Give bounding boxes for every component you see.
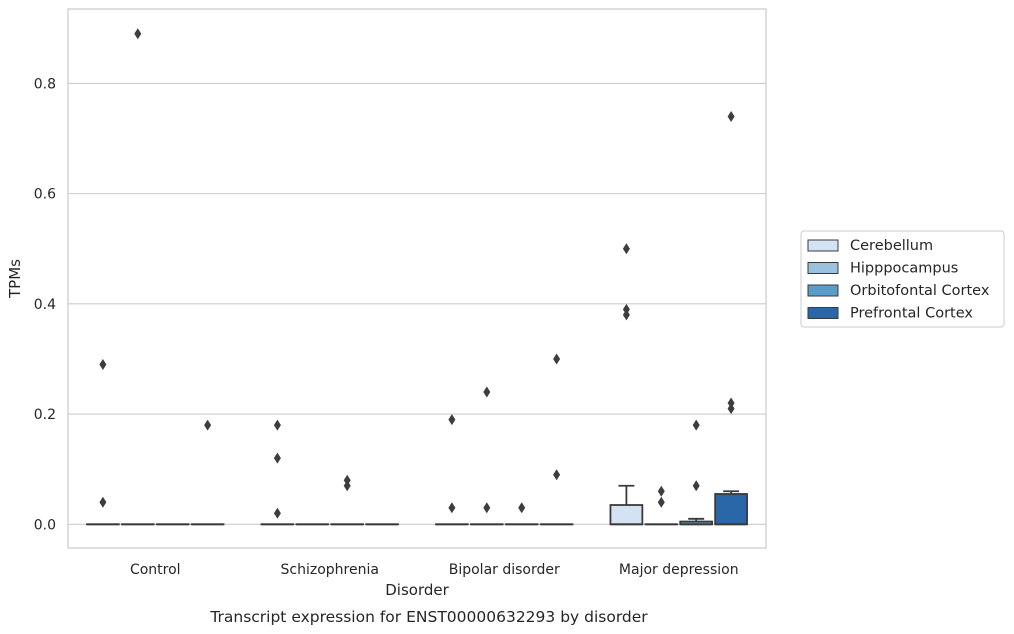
outlier-point	[343, 474, 351, 486]
x-tick-label: Bipolar disorder	[449, 562, 560, 578]
y-tick-label: 0.8	[34, 76, 56, 92]
box-3-3	[714, 490, 748, 526]
box-plots	[86, 484, 748, 526]
outlier-point	[99, 496, 107, 508]
outlier-point	[483, 502, 491, 514]
outlier-point	[273, 507, 281, 519]
outlier-point	[692, 480, 700, 492]
x-tick-label: Control	[130, 562, 181, 578]
outlier-point	[204, 419, 212, 431]
outlier-point	[343, 480, 351, 492]
legend-label: Prefrontal Cortex	[850, 306, 973, 322]
x-tick-label: Major depression	[619, 562, 739, 578]
legend: Cerebellum Hipppocampus Orbitofontal Corte…	[800, 230, 1005, 328]
legend-label: Hipppocampus	[850, 261, 958, 277]
outlier-point	[518, 502, 526, 514]
outlier-point	[622, 303, 630, 315]
outlier-point	[448, 502, 456, 514]
outlier-point	[448, 414, 456, 426]
outlier-point	[483, 386, 491, 398]
box-body	[609, 504, 644, 526]
x-axis-label: Disorder	[385, 581, 449, 599]
outlier-point	[553, 469, 561, 481]
chart-caption: Transcript expression for ENST0000063229…	[209, 608, 648, 626]
outlier-point	[657, 485, 665, 497]
x-axis-ticks: Control Schizophrenia Bipolar disorder Majo…	[130, 562, 739, 578]
outlier-point	[553, 353, 561, 365]
outlier-point	[134, 28, 142, 40]
legend-swatch	[807, 307, 839, 319]
y-axis-ticks: 0.0 0.2 0.4 0.6 0.8	[34, 76, 56, 533]
outlier-point	[657, 496, 665, 508]
legend-swatch	[807, 239, 839, 252]
plot-frame	[67, 8, 767, 549]
box-3-2	[679, 517, 714, 526]
legend-frame	[800, 230, 1005, 328]
outlier-points	[99, 28, 735, 519]
y-axis-label: TPMs	[6, 259, 24, 299]
box-3-0	[609, 484, 644, 526]
box-body	[714, 493, 748, 526]
outlier-point	[99, 358, 107, 370]
outlier-point	[273, 419, 281, 431]
outlier-point	[622, 309, 630, 321]
y-tick-label: 0.0	[34, 517, 56, 533]
outlier-point	[727, 397, 735, 409]
y-tick-label: 0.2	[34, 407, 56, 423]
legend-swatch	[807, 262, 839, 274]
outlier-point	[727, 403, 735, 415]
outlier-point	[273, 452, 281, 464]
x-tick-label: Schizophrenia	[281, 562, 379, 578]
outlier-point	[692, 419, 700, 431]
legend-swatch	[807, 284, 839, 297]
y-tick-label: 0.6	[34, 187, 56, 203]
legend-label: Orbitofontal Cortex	[850, 283, 990, 299]
outlier-point	[622, 243, 630, 255]
outlier-point	[727, 110, 735, 122]
y-tick-label: 0.4	[34, 297, 56, 313]
legend-label: Cerebellum	[850, 238, 933, 254]
